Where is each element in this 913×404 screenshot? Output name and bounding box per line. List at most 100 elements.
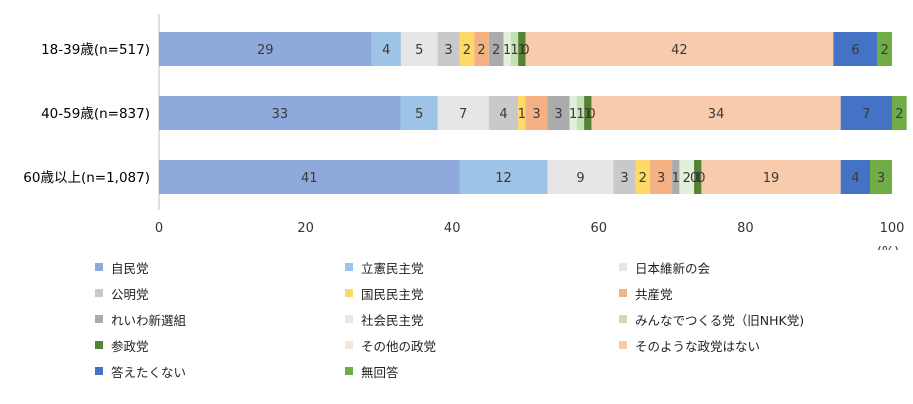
data-label: 2	[881, 43, 889, 58]
legend-swatch	[345, 367, 353, 375]
legend-swatch	[345, 263, 353, 271]
legend-label: 立憲民主党	[361, 260, 424, 276]
bar-segment	[701, 160, 841, 194]
data-label: 41	[301, 171, 318, 186]
data-label: 0	[690, 171, 698, 186]
bar-segment	[488, 32, 504, 66]
bar-segment	[400, 96, 438, 130]
bar-segment	[584, 96, 592, 130]
legend-label: 無回答	[361, 364, 399, 380]
x-tick-label: 40	[444, 221, 461, 236]
bar-segment	[547, 160, 614, 194]
legend-item: 答えたくない	[95, 362, 186, 380]
data-label: 3	[620, 171, 628, 186]
category-label: 60歳以上(n=1,087)	[23, 170, 150, 186]
data-label: 3	[554, 107, 562, 122]
bar-segment	[650, 160, 673, 194]
legend-label: その他の政党	[361, 338, 437, 354]
bar-segment	[840, 160, 871, 194]
data-label: 5	[415, 107, 423, 122]
legend-swatch	[619, 341, 627, 349]
data-label: 0	[697, 171, 705, 186]
data-label: 1	[569, 107, 577, 122]
data-label: 1	[518, 107, 526, 122]
legend-label: みんなでつくる党（旧NHK党)	[635, 312, 805, 328]
bar-segment	[459, 32, 475, 66]
bar-segment	[159, 96, 401, 130]
legend-item: 自民党	[95, 258, 149, 276]
bar-segment	[437, 32, 460, 66]
data-label: 1	[672, 171, 680, 186]
data-label: 2	[895, 107, 903, 122]
category-label: 40-59歳(n=837)	[41, 106, 150, 122]
data-label: 6	[851, 43, 859, 58]
legend-label: 国民民主党	[361, 286, 424, 302]
legend-item: 無回答	[345, 362, 399, 380]
data-label: 1	[584, 107, 592, 122]
data-label: 2	[639, 171, 647, 186]
data-label: 4	[499, 107, 507, 122]
legend-swatch	[619, 289, 627, 297]
bar-segment	[679, 160, 695, 194]
data-label: 3	[444, 43, 452, 58]
data-label: 3	[657, 171, 665, 186]
bar-segment	[635, 160, 651, 194]
legend-item: 公明党	[95, 284, 149, 302]
bar-segment	[518, 96, 526, 130]
legend-item: そのような政党はない	[619, 336, 760, 354]
legend-label: 日本維新の会	[635, 260, 711, 276]
legend-label: 公明党	[111, 286, 149, 302]
legend-label: 参政党	[111, 338, 149, 354]
legend-label: れいわ新選組	[111, 312, 187, 328]
data-label: 2	[492, 43, 500, 58]
data-label: 2	[683, 171, 691, 186]
bar-segment	[569, 96, 577, 130]
bar-segment	[437, 96, 489, 130]
bar-segment	[159, 32, 372, 66]
bar-segment	[877, 32, 892, 66]
bar-segment	[525, 96, 548, 130]
bar-segment	[694, 160, 702, 194]
x-tick-label: 20	[297, 221, 314, 236]
data-label: 19	[763, 171, 780, 186]
legend-swatch	[345, 289, 353, 297]
bar-segment	[840, 96, 892, 130]
data-label: 29	[257, 43, 274, 58]
bar-segment	[459, 160, 548, 194]
x-tick-label: 80	[737, 221, 754, 236]
bar-segment	[510, 32, 519, 66]
legend-item: 社会民主党	[345, 310, 424, 328]
legend-item: 国民民主党	[345, 284, 424, 302]
data-label: 0	[521, 43, 529, 58]
legend-swatch	[95, 315, 103, 323]
bar-segment	[371, 32, 401, 66]
legend-item: その他の政党	[345, 336, 436, 354]
data-label: 1	[503, 43, 511, 58]
legend-item: 共産党	[619, 284, 673, 302]
legend-swatch	[619, 315, 627, 323]
legend-item: 参政党	[95, 336, 149, 354]
bar-segment	[525, 32, 834, 66]
legend-item: みんなでつくる党（旧NHK党)	[619, 310, 804, 328]
bar-segment	[488, 96, 519, 130]
data-label: 5	[415, 43, 423, 58]
legend-item: 立憲民主党	[345, 258, 424, 276]
x-tick-label: 100	[880, 221, 905, 236]
bar-segment	[672, 160, 680, 194]
bar-segment	[576, 96, 585, 130]
bar-segment	[892, 96, 907, 130]
legend-item: 日本維新の会	[619, 258, 710, 276]
legend-swatch	[95, 263, 103, 271]
legend-item: れいわ新選組	[95, 310, 186, 328]
x-tick-label: 0	[155, 221, 163, 236]
bar-segment	[503, 32, 511, 66]
data-label: 4	[851, 171, 859, 186]
legend-label: 社会民主党	[361, 312, 424, 328]
data-label: 1	[576, 107, 584, 122]
bar-segment	[833, 32, 878, 66]
x-unit-label: (%)	[877, 245, 900, 250]
legend-label: 自民党	[111, 260, 149, 276]
data-label: 33	[272, 107, 289, 122]
